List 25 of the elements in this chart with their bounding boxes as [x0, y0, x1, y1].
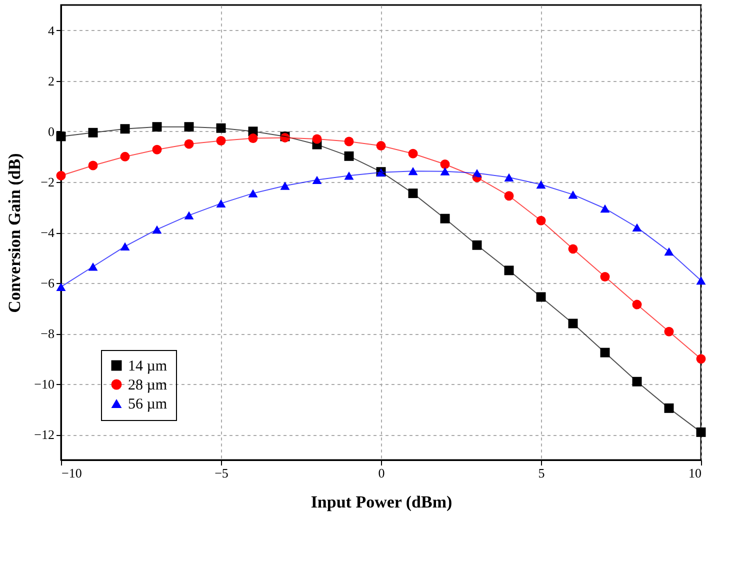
- x-tick-label: 0: [378, 466, 385, 480]
- x-tick-label: −10: [62, 466, 82, 480]
- y-tick-label: −6: [40, 276, 55, 291]
- x-tick-label: −5: [214, 466, 228, 480]
- point: [56, 132, 66, 142]
- y-tick-label: −2: [40, 174, 54, 190]
- legend-label: 14 µm: [128, 358, 168, 374]
- point: [56, 170, 66, 180]
- y-axis-title: Conversion Gain (dB): [5, 153, 24, 313]
- x-tick-label: 5: [538, 466, 545, 480]
- y-tick-label: −10: [34, 376, 54, 392]
- legend-label: 28 µm: [128, 378, 168, 394]
- y-tick-label: −8: [40, 326, 54, 342]
- legend-label: 56 µm: [128, 396, 168, 412]
- x-axis-title: Input Power (dBm): [310, 492, 452, 512]
- y-tick-label: 4: [48, 22, 55, 38]
- point: [696, 276, 706, 285]
- point: [56, 282, 66, 291]
- point: [280, 182, 290, 190]
- y-tick-label: 2: [48, 73, 54, 88]
- y-tick-label: −4: [40, 225, 55, 240]
- y-tick-label: 0: [48, 124, 54, 139]
- point: [696, 354, 706, 364]
- x-tick-label: 10: [688, 466, 702, 480]
- y-tick-label: −12: [34, 427, 54, 442]
